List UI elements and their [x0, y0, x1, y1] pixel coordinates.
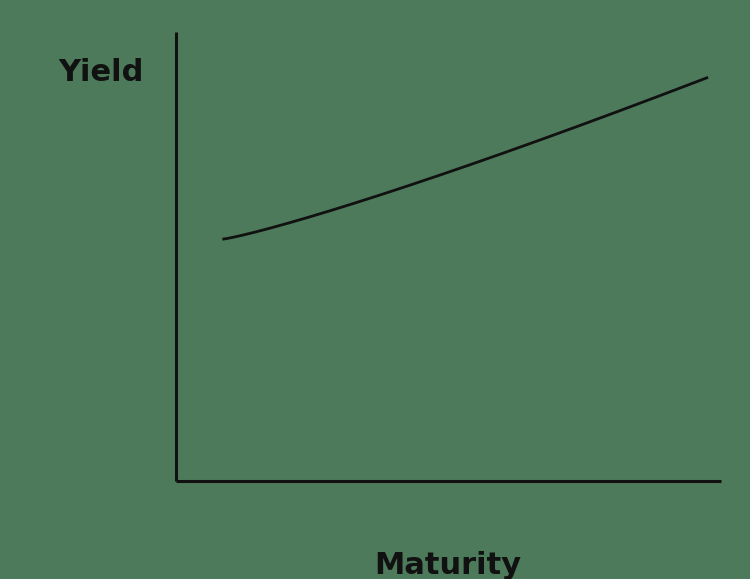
- Text: Yield: Yield: [58, 58, 143, 87]
- Text: Maturity: Maturity: [374, 551, 521, 579]
